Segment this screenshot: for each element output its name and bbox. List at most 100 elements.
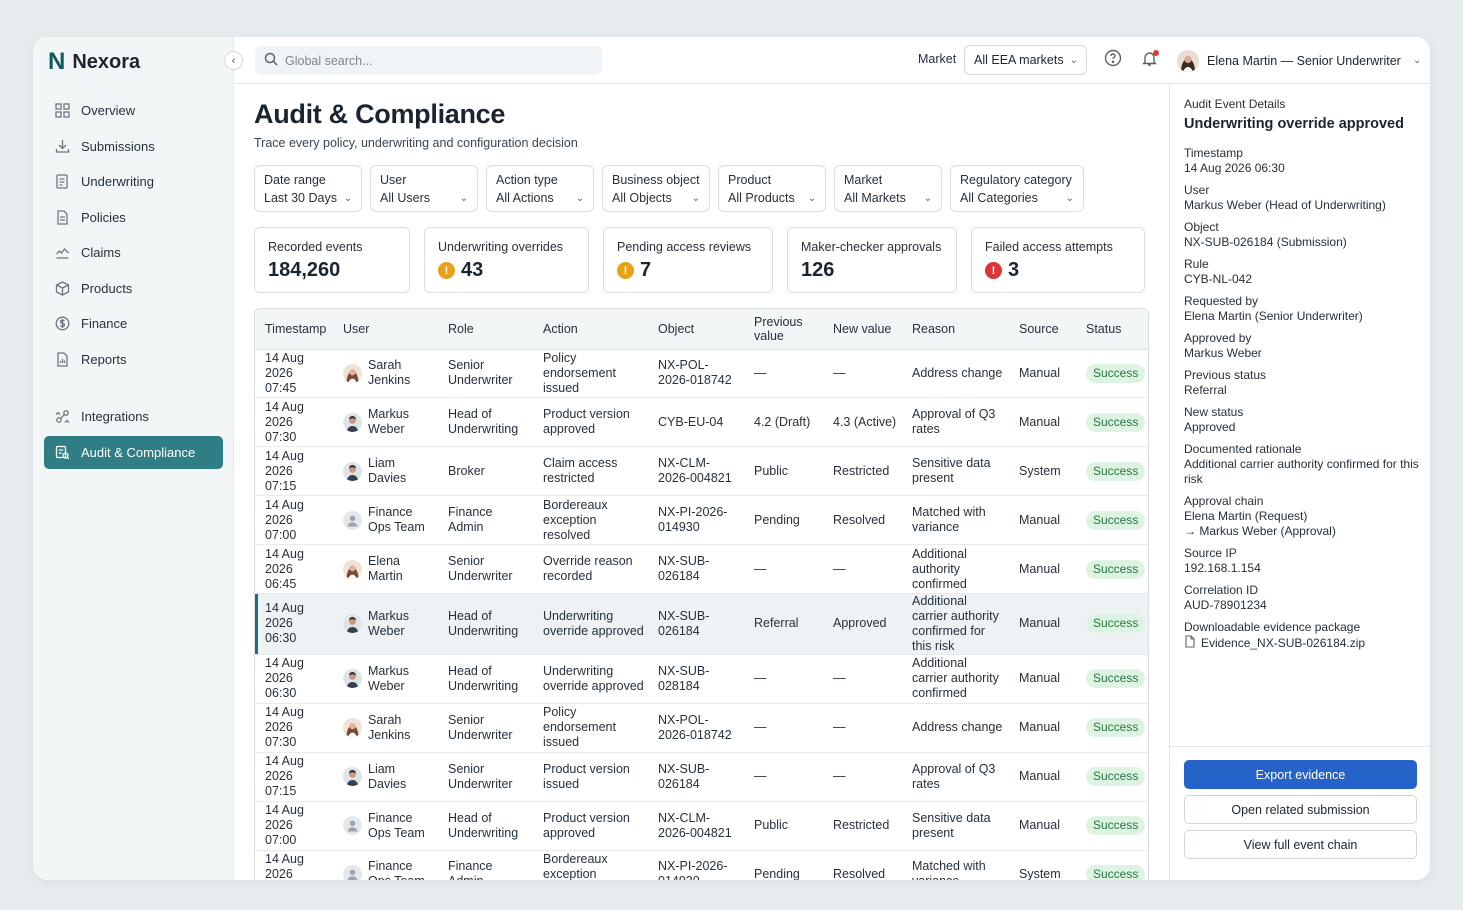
help-button[interactable] — [1102, 49, 1123, 71]
cell-previous-value: 4.2 (Draft) — [744, 397, 823, 448]
table-row[interactable]: 14 Aug 2026 07:15 Liam Davies Senior Underw… — [255, 752, 1148, 802]
view-full-event-chain-button[interactable]: View full event chain — [1184, 830, 1417, 859]
file-icon — [1184, 635, 1196, 652]
logo[interactable]: N Nexora — [48, 48, 140, 75]
column-header-source[interactable]: Source — [1009, 309, 1076, 350]
column-header-new-value[interactable]: New value — [823, 309, 902, 350]
filter-date-range[interactable]: Date range Last 30 Days ⌄ — [254, 165, 362, 212]
kpi-underwriting-overrides[interactable]: Underwriting overrides ! 43 — [424, 227, 589, 293]
table-row[interactable]: 14 Aug 2026 07:30 Sarah Jenkins Senior Unde… — [255, 703, 1148, 753]
user-menu[interactable]: Elena Martin — Senior Underwriter ⌄ — [1177, 48, 1421, 73]
cell-reason: Sensitive data present — [902, 801, 1009, 851]
cell-new-value: Resolved — [823, 495, 902, 546]
kpi-pending-access-reviews[interactable]: Pending access reviews ! 7 — [603, 227, 773, 293]
market-select[interactable]: All EEA markets ⌄ — [964, 45, 1087, 75]
filter-business-object[interactable]: Business object All Objects ⌄ — [602, 165, 710, 212]
sidebar-item-claims[interactable]: Claims — [44, 236, 223, 269]
cell-timestamp: 14 Aug 2026 07:15 — [255, 752, 333, 802]
sidebar-item-overview[interactable]: Overview — [44, 94, 223, 127]
document-icon — [54, 209, 71, 226]
cell-status: Success — [1076, 850, 1148, 880]
sidebar-item-label: Products — [81, 280, 133, 296]
sidebar-item-audit-compliance[interactable]: Audit & Compliance — [44, 435, 223, 469]
sidebar-item-label: Submissions — [81, 138, 155, 154]
table-row[interactable]: 14 Aug 2026 07:30 Markus Weber Head of Unde… — [255, 397, 1148, 448]
table-row[interactable]: 14 Aug 2026 07:45 Sarah Jenkins Senior Unde… — [255, 349, 1148, 399]
export-evidence-button[interactable]: Export evidence — [1184, 760, 1417, 789]
notifications-button[interactable] — [1139, 50, 1160, 71]
cell-object[interactable]: NX-SUB-028184 — [648, 654, 744, 704]
cell-new-value: — — [823, 654, 902, 704]
detail-field: Rule CYB-NL-042 — [1184, 257, 1420, 287]
cell-object[interactable]: NX-SUB-026184 — [648, 544, 744, 594]
column-header-role[interactable]: Role — [438, 309, 533, 350]
cell-role: Senior Underwriter — [438, 349, 533, 399]
cell-action: Underwriting override approved — [533, 654, 648, 704]
column-header-object[interactable]: Object — [648, 309, 744, 350]
kpi-value: 184,260 — [268, 259, 341, 281]
cell-status: Success — [1076, 703, 1148, 753]
collapse-sidebar-button[interactable]: ‹ — [224, 51, 243, 70]
filter-product[interactable]: Product All Products ⌄ — [718, 165, 826, 212]
kpi-recorded-events[interactable]: Recorded events 184,260 — [254, 227, 410, 293]
kpi-maker-checker-approvals[interactable]: Maker-checker approvals 126 — [787, 227, 957, 293]
sidebar-item-submissions[interactable]: Submissions — [44, 130, 223, 163]
cell-previous-value: Public — [744, 446, 823, 497]
avatar — [343, 510, 362, 530]
dollar-icon — [54, 315, 71, 332]
cell-object[interactable]: NX-CLM-2026-004821 — [648, 446, 744, 497]
filter-regulatory-category[interactable]: Regulatory category All Categories ⌄ — [950, 165, 1084, 212]
kpi-failed-access-attempts[interactable]: Failed access attempts ! 3 — [971, 227, 1145, 293]
sidebar-item-policies[interactable]: Policies — [44, 201, 223, 234]
detail-value: CYB-NL-042 — [1184, 272, 1253, 286]
global-search-input[interactable]: Global search... — [255, 46, 602, 75]
cell-reason: Matched with variance — [902, 850, 1009, 880]
filter-user[interactable]: User All Users ⌄ — [370, 165, 478, 212]
table-row[interactable]: 14 Aug 2026 06:30 Markus Weber Head of Unde… — [255, 654, 1148, 704]
sidebar-item-finance[interactable]: Finance — [44, 307, 223, 340]
detail-value: 14 Aug 2026 06:30 — [1184, 161, 1285, 175]
sidebar-item-reports[interactable]: Reports — [44, 343, 223, 376]
column-header-previous-value[interactable]: Previous value — [744, 309, 823, 350]
chevron-down-icon: ⌄ — [575, 193, 584, 204]
filter-value: All Products — [728, 191, 795, 205]
cell-object[interactable]: CYB-EU-04 — [648, 397, 744, 448]
cell-object[interactable]: NX-POL-2026-018742 — [648, 703, 744, 753]
column-header-timestamp[interactable]: Timestamp — [255, 309, 333, 350]
notification-dot — [1153, 50, 1159, 56]
table-row[interactable]: 14 Aug 2026 07:00 Finance Ops Team Head of … — [255, 801, 1148, 851]
open-related-submission-button[interactable]: Open related submission — [1184, 795, 1417, 824]
avatar — [343, 864, 362, 880]
cell-object[interactable]: NX-POL-2026-018742 — [648, 349, 744, 399]
sidebar-item-products[interactable]: Products — [44, 272, 223, 305]
column-header-status[interactable]: Status — [1076, 309, 1148, 350]
evidence-file-link[interactable]: Evidence_NX-SUB-026184.zip — [1184, 635, 1420, 652]
cell-object[interactable]: NX-SUB-026184 — [648, 593, 744, 655]
cell-source: Manual — [1009, 349, 1076, 399]
filter-action-type[interactable]: Action type All Actions ⌄ — [486, 165, 594, 212]
column-header-user[interactable]: User — [333, 309, 438, 350]
cell-previous-value: — — [744, 703, 823, 753]
cell-role: Senior Underwriter — [438, 703, 533, 753]
cell-object[interactable]: NX-SUB-026184 — [648, 752, 744, 802]
detail-key: Object — [1184, 220, 1219, 234]
cell-action: Bordereaux exception resolved — [533, 850, 648, 880]
cell-object[interactable]: NX-PI-2026-014930 — [648, 850, 744, 880]
cell-reason: Sensitive data present — [902, 446, 1009, 497]
cell-reason: Address change — [902, 349, 1009, 399]
sidebar-item-integrations[interactable]: Integrations — [44, 400, 223, 433]
detail-field: Source IP 192.168.1.154 — [1184, 546, 1420, 576]
column-header-reason[interactable]: Reason — [902, 309, 1009, 350]
cell-object[interactable]: NX-CLM-2026-004821 — [648, 801, 744, 851]
sidebar-item-underwriting[interactable]: Underwriting — [44, 165, 223, 198]
cell-timestamp: 14 Aug 2026 06:45 — [255, 544, 333, 594]
cell-object[interactable]: NX-PI-2026-014930 — [648, 495, 744, 546]
table-row[interactable]: 14 Aug 2026 06:45 Elena Martin Senior Under… — [255, 544, 1148, 594]
table-row[interactable]: 14 Aug 2026 07:15 Liam Davies Broker Claim a… — [255, 446, 1148, 497]
filter-market[interactable]: Market All Markets ⌄ — [834, 165, 942, 212]
cell-new-value: Resolved — [823, 850, 902, 880]
table-row-selected[interactable]: 14 Aug 2026 06:30 Markus Weber Head of Unde… — [255, 593, 1148, 655]
column-header-action[interactable]: Action — [533, 309, 648, 350]
